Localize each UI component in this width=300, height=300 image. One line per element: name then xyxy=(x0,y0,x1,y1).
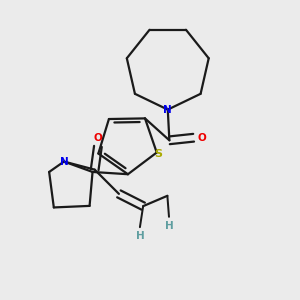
Text: N: N xyxy=(164,105,172,115)
Text: N: N xyxy=(60,157,68,166)
Text: H: H xyxy=(136,231,144,241)
Text: O: O xyxy=(94,133,102,142)
Text: H: H xyxy=(165,221,173,231)
Text: S: S xyxy=(154,149,162,159)
Text: O: O xyxy=(197,133,206,143)
